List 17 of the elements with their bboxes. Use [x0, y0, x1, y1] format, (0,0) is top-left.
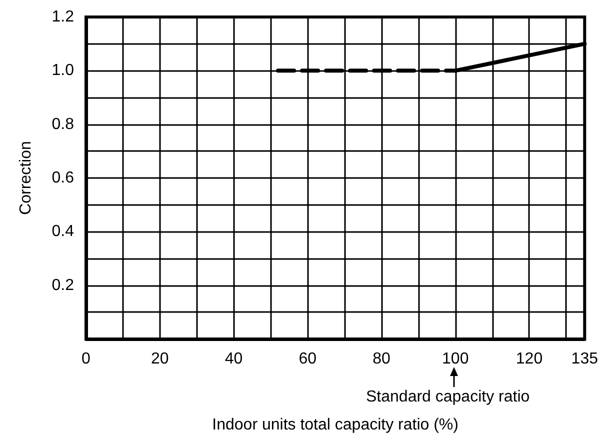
- y-tick-label: 0.2: [52, 276, 74, 294]
- x-tick-label: 120: [516, 350, 543, 368]
- x-tick-label: 100: [442, 350, 469, 368]
- y-tick-label: 0.8: [52, 116, 74, 133]
- x-tick-label: 20: [150, 350, 169, 368]
- x-tick-label: 135: [571, 350, 598, 368]
- x-tick-label: 0: [82, 350, 91, 368]
- x-tick-label: 80: [372, 350, 390, 368]
- y-axis-title: Correction: [18, 141, 34, 215]
- text: Standard capacity ratio: [366, 388, 530, 406]
- y-tick-label: 0.6: [52, 170, 74, 186]
- x-tick-label: 40: [224, 350, 243, 368]
- y-tick-label: 1.2: [52, 8, 74, 26]
- y-tick-label: 0.4: [52, 223, 74, 240]
- y-tick-label: 1.0: [52, 62, 74, 80]
- x-tick-label: 60: [298, 350, 317, 368]
- x-axis-title: Indoor units total capacity ratio (%): [212, 416, 458, 434]
